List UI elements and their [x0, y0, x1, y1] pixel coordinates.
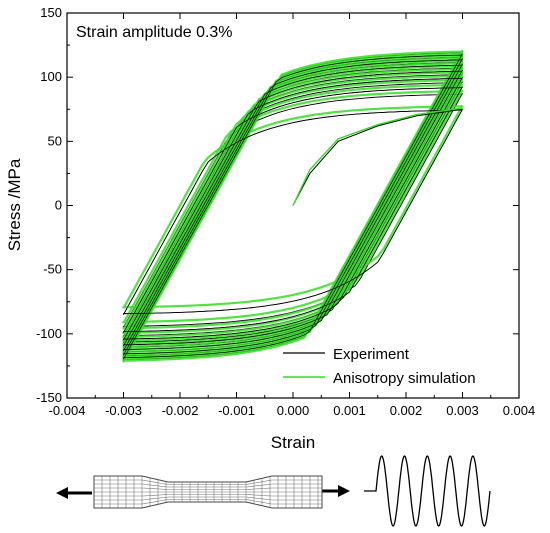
axis-ticks: [66, 12, 520, 399]
loop-simulation: [122, 104, 464, 309]
loop-experiment: [123, 109, 463, 315]
y-tick-label: -150: [36, 390, 62, 405]
y-tick-label: 100: [40, 69, 62, 84]
mesh-line: [94, 496, 322, 501]
y-tick-label: -100: [36, 326, 62, 341]
loop-simulation: [122, 56, 464, 356]
loop-simulation: [122, 78, 464, 335]
loop-experiment: [123, 73, 463, 344]
x-tick-label: -0.004: [49, 403, 86, 418]
loop-experiment: [123, 92, 463, 328]
y-tick-label: 0: [55, 198, 62, 213]
hysteresis-loops: [122, 49, 464, 363]
mesh-line: [94, 487, 322, 490]
x-axis-title: Strain: [271, 433, 315, 452]
loop-experiment-overlay: [123, 86, 463, 333]
loop-experiment-overlay: [123, 69, 463, 347]
loop-simulation: [122, 70, 464, 343]
y-tick-label: 50: [48, 133, 62, 148]
double-arrow-icon: [56, 485, 350, 499]
initial-loading-simulation: [292, 107, 463, 206]
loop-simulation: [122, 49, 464, 363]
y-tick-label: -50: [43, 262, 62, 277]
loop-experiment-overlay: [123, 63, 463, 351]
legend-label-experiment: Experiment: [333, 346, 410, 363]
legend-label-simulation: Anisotropy simulation: [333, 370, 476, 387]
strain-amplitude-annotation: Strain amplitude 0.3%: [76, 24, 233, 41]
initial-loading-experiment: [292, 108, 463, 206]
loop-experiment-overlay: [123, 58, 463, 356]
legend: Experiment Anisotropy simulation: [283, 346, 476, 387]
x-tick-label: -0.002: [162, 403, 199, 418]
x-tick-label: 0.002: [390, 403, 423, 418]
mesh-line: [94, 479, 322, 485]
loop-simulation: [122, 83, 464, 330]
x-tick-label: 0.004: [503, 403, 536, 418]
mesh-line: [94, 499, 322, 505]
x-tick-label: -0.001: [218, 403, 255, 418]
mesh-line: [94, 494, 322, 497]
mesh-line: [94, 483, 322, 488]
loop-simulation: [122, 64, 464, 349]
specimen-schematic: [56, 475, 350, 509]
loop-simulation: [122, 67, 464, 346]
loop-experiment-overlay: [123, 53, 463, 360]
loop-simulation: [122, 54, 464, 359]
tick-labels: -0.004 -0.003 -0.002 -0.001 0.000 0.001 0.002 0…: [36, 5, 535, 418]
x-tick-label: 0.000: [277, 403, 310, 418]
y-axis-title: Stress /MPa: [5, 158, 24, 251]
x-tick-label: 0.003: [446, 403, 479, 418]
initial-loading-curves: [292, 107, 463, 206]
loop-experiment-overlay: [123, 109, 463, 315]
loop-simulation: [122, 89, 464, 324]
loop-simulation: [122, 74, 464, 339]
x-tick-label: -0.003: [105, 403, 142, 418]
sine-wave-icon: [364, 455, 491, 527]
loop-experiment-overlay: [123, 77, 463, 341]
x-tick-label: 0.001: [333, 403, 366, 418]
loop-simulation: [122, 58, 464, 354]
y-tick-label: 150: [40, 5, 62, 20]
dogbone-specimen-icon: [93, 475, 323, 509]
